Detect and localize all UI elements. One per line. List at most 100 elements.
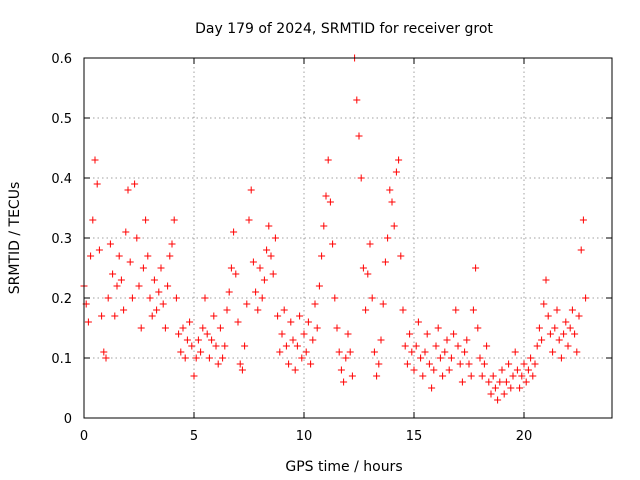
data-point [285,360,293,368]
data-point [265,222,273,230]
data-point [287,318,295,326]
data-point [128,294,136,302]
data-point [192,354,200,362]
data-point [322,192,330,200]
data-point [366,240,374,248]
data-point [417,354,425,362]
data-point [124,186,132,194]
data-point [399,306,407,314]
data-point [95,246,103,254]
data-point [111,312,119,320]
data-point [483,342,491,350]
data-point [346,348,354,356]
data-point [456,360,464,368]
data-point [117,276,125,284]
data-point [395,156,403,164]
data-point [573,348,581,356]
data-point [540,300,548,308]
data-point [498,366,506,374]
data-point [148,312,156,320]
data-point [208,336,216,344]
data-point [109,270,117,278]
data-point [544,312,552,320]
data-point [353,96,361,104]
data-point [300,330,308,338]
data-point [324,156,332,164]
data-point [454,342,462,350]
data-point [408,348,416,356]
data-point [293,342,301,350]
data-point [172,294,180,302]
data-point [476,354,484,362]
data-point [291,366,299,374]
data-point [236,360,244,368]
data-point [254,306,262,314]
data-point [434,324,442,332]
data-point [313,324,321,332]
data-point [579,216,587,224]
data-point [115,252,123,260]
data-point [553,306,561,314]
y-tick-label: 0.6 [51,52,72,67]
data-point [190,372,198,380]
data-point [89,216,97,224]
data-point [243,300,251,308]
data-point [410,366,418,374]
data-point [93,180,101,188]
data-point [370,348,378,356]
x-tick-label: 5 [190,429,198,444]
data-point [104,294,112,302]
data-point [271,234,279,242]
data-point [542,276,550,284]
data-point [122,228,130,236]
data-point [166,252,174,260]
axis-ticks: 0 0.1 0.2 0.3 0.4 0.5 0.6 0 5 10 15 20 [51,52,612,444]
data-point [472,264,480,272]
data-point [577,246,585,254]
data-point [359,264,367,272]
data-point [381,258,389,266]
data-point [146,294,154,302]
data-point [379,300,387,308]
data-point [452,306,460,314]
data-point [263,246,271,254]
data-point [557,354,565,362]
data-point [155,288,163,296]
data-point [186,318,194,326]
data-point [511,348,519,356]
data-point [467,372,475,380]
data-point [315,282,323,290]
data-point [137,324,145,332]
data-point [296,312,304,320]
data-point [425,360,433,368]
data-point [529,372,537,380]
data-point [516,384,524,392]
data-point [487,390,495,398]
data-point [447,354,455,362]
data-point [126,258,134,266]
data-point [252,288,260,296]
data-point [564,342,572,350]
data-point [362,306,370,314]
data-point [329,240,337,248]
data-point [179,324,187,332]
data-point [219,354,227,362]
data-point [278,330,286,338]
data-point [177,348,185,356]
data-point [205,354,213,362]
data-point [568,306,576,314]
data-point [575,312,583,320]
data-point [505,360,513,368]
data-point [106,240,114,248]
y-axis-label: SRMTID / TECUs [7,182,23,295]
data-point [98,312,106,320]
data-point [309,336,317,344]
data-point [419,372,427,380]
y-tick-label: 0.4 [51,172,72,187]
data-point [139,264,147,272]
data-point [131,180,139,188]
data-point [386,186,394,194]
data-point [551,324,559,332]
data-point [373,372,381,380]
data-point [164,282,172,290]
